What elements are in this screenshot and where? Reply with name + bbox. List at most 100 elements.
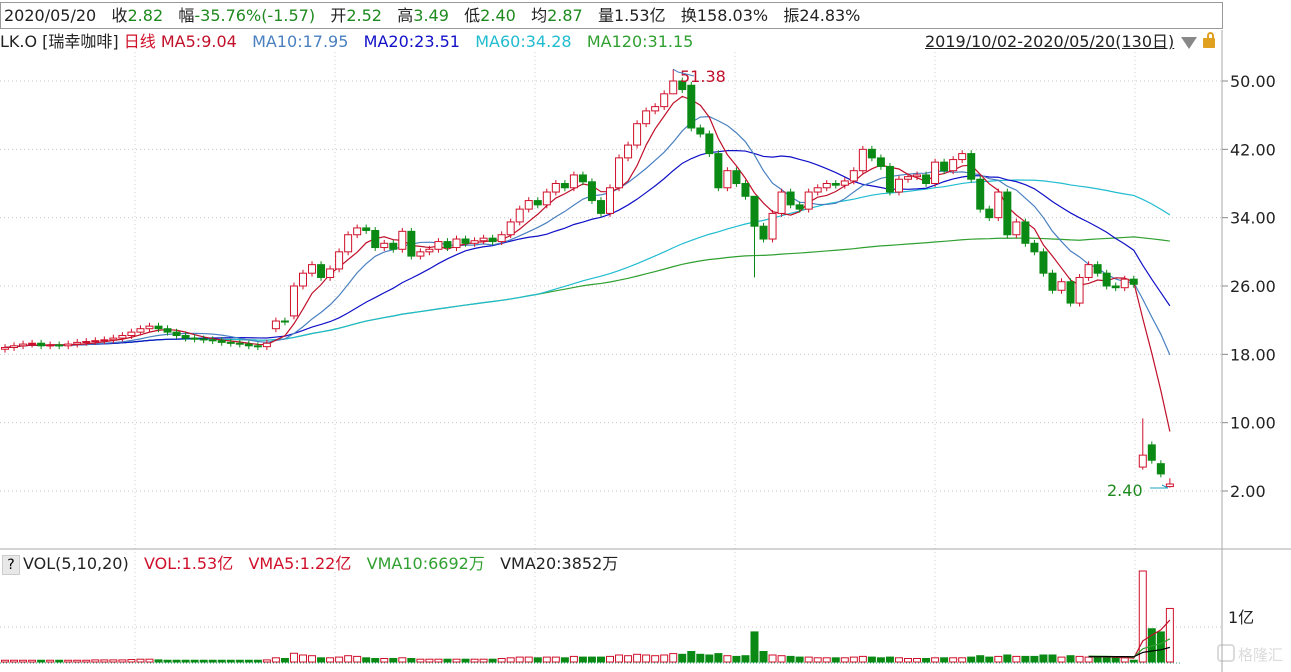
candle-body [271, 320, 280, 330]
candle-body [308, 264, 317, 274]
candle-body [127, 331, 136, 337]
volume-bar [1075, 655, 1084, 663]
candle-body [1030, 242, 1039, 253]
ma120-legend: MA120:31.15 [586, 32, 694, 51]
ma60-line [4, 179, 1171, 349]
volume-bar [560, 657, 569, 663]
watermark-logo: 格隆汇 [1217, 644, 1283, 664]
candle-body [885, 165, 894, 193]
volume-bar [172, 659, 181, 663]
volume-bar [831, 657, 840, 663]
candle-body [19, 343, 28, 347]
volume-bar [1048, 654, 1057, 663]
ma20-legend: MA20:23.51 [363, 32, 460, 51]
candles [1, 69, 1174, 488]
volume-bar [371, 658, 380, 663]
vma20-line [1088, 646, 1171, 658]
candle-body [37, 342, 46, 347]
volume-bar [344, 655, 353, 663]
volume-bar [723, 655, 732, 663]
volume-bar [542, 656, 551, 663]
lock-icon[interactable] [1203, 32, 1215, 48]
candle-body [1021, 221, 1030, 244]
y-tick-label: 42.00 [1230, 140, 1276, 159]
candle-body [587, 181, 596, 202]
close-label: 收 [111, 6, 128, 25]
volume-bar [488, 658, 497, 663]
candle-body [118, 335, 127, 339]
candle-body [714, 153, 723, 189]
volume-bar [389, 658, 398, 663]
candle-body [687, 84, 696, 129]
min-price-label: 2.40 [1107, 481, 1143, 500]
candle-body [922, 174, 931, 184]
ma-lines [4, 95, 1171, 432]
candle-body [696, 127, 705, 135]
volume-bar [985, 656, 994, 663]
volume-bar [813, 657, 822, 663]
candle-body [985, 208, 994, 219]
candle-body [344, 234, 353, 253]
volume-bar [317, 657, 326, 663]
volume-bar [127, 659, 136, 663]
volume-bar [524, 656, 533, 663]
candle-body [64, 343, 73, 347]
candle-body [470, 240, 479, 244]
candle-body [606, 187, 615, 214]
candle-body [82, 341, 91, 344]
volume-bar [163, 659, 172, 663]
candle-body [1102, 272, 1111, 287]
volume-bar [515, 656, 524, 663]
candle-body [705, 133, 714, 155]
candle-body [1, 347, 9, 350]
turnover-label: 换 [680, 6, 697, 25]
volume-bar [289, 652, 298, 663]
candle-body [145, 325, 154, 330]
volume-bar [1030, 655, 1039, 663]
volume-bar [244, 659, 253, 663]
candle-body [858, 148, 867, 172]
candle-body [976, 178, 985, 210]
candle-body [741, 183, 750, 197]
period-selector[interactable]: 日线 [123, 32, 156, 51]
volume-bar [217, 659, 226, 663]
candle-body [804, 191, 813, 210]
volume-bar [434, 658, 443, 663]
ma5-legend: MA5:9.04 [160, 32, 237, 51]
volume-bar [551, 656, 560, 663]
y-tick-label: 2.00 [1230, 482, 1266, 501]
volume-bar [1156, 631, 1165, 663]
candle-body [262, 342, 271, 348]
candle-body [181, 335, 190, 339]
candle-body [425, 248, 434, 253]
candle-body [651, 106, 660, 112]
open-label: 开 [330, 6, 347, 25]
y-tick-label: 26.00 [1230, 277, 1276, 296]
candle-body [1012, 221, 1021, 236]
help-button[interactable]: ? [2, 554, 20, 575]
dropdown-triangle-icon[interactable] [1181, 37, 1197, 49]
candle-body [389, 242, 398, 250]
volume-bar [777, 655, 786, 663]
candle-body [1120, 278, 1129, 289]
candle-body [867, 148, 876, 159]
candle-body [515, 208, 524, 223]
date-range-link[interactable]: 2019/10/02-2020/05/20(130日) [925, 32, 1175, 51]
volume-bar [759, 651, 768, 663]
volume-bar [398, 657, 407, 663]
ma-legend: LK.O [瑞幸咖啡] 日线 MA5:9.04 MA10:17.95 MA20:… [0, 31, 693, 53]
candle-body [253, 345, 262, 348]
ma5-line [4, 95, 1171, 432]
candle-body [46, 344, 55, 347]
volume-bar [885, 656, 894, 663]
candle-body [190, 337, 199, 340]
candle-body [371, 229, 380, 249]
volume-bar [280, 658, 289, 663]
low-label: 低 [464, 6, 481, 25]
volume-bar [714, 653, 723, 663]
volume-bar [624, 655, 633, 663]
candle-body [849, 170, 858, 182]
volume-bar [506, 657, 515, 663]
volume-indicator-title[interactable]: VOL(5,10,20) [23, 554, 129, 573]
avg-label: 均 [531, 6, 548, 25]
